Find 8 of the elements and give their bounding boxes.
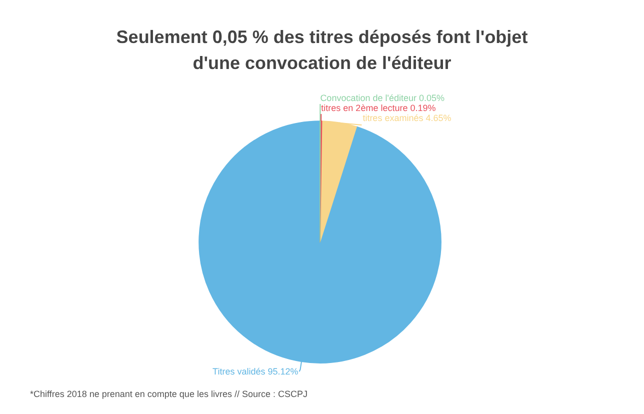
slice-label: titres examinés 4.65% — [362, 113, 452, 123]
slice-label: Titres validés 95.12% — [212, 366, 298, 376]
chart-title: Seulement 0,05 % des titres déposés font l'objet d'une convocation de l'éditeur — [116, 27, 528, 73]
slice-label: titres en 2ème lecture 0.19% — [321, 103, 436, 113]
pie-slice — [320, 120, 357, 242]
slice-label: Convocation de l'éditeur 0.05% — [320, 93, 445, 103]
pie-slice — [198, 120, 442, 364]
text: *Chiffres 2018 ne prenant en compte que les livres // Source : CSCPJ — [30, 389, 308, 399]
